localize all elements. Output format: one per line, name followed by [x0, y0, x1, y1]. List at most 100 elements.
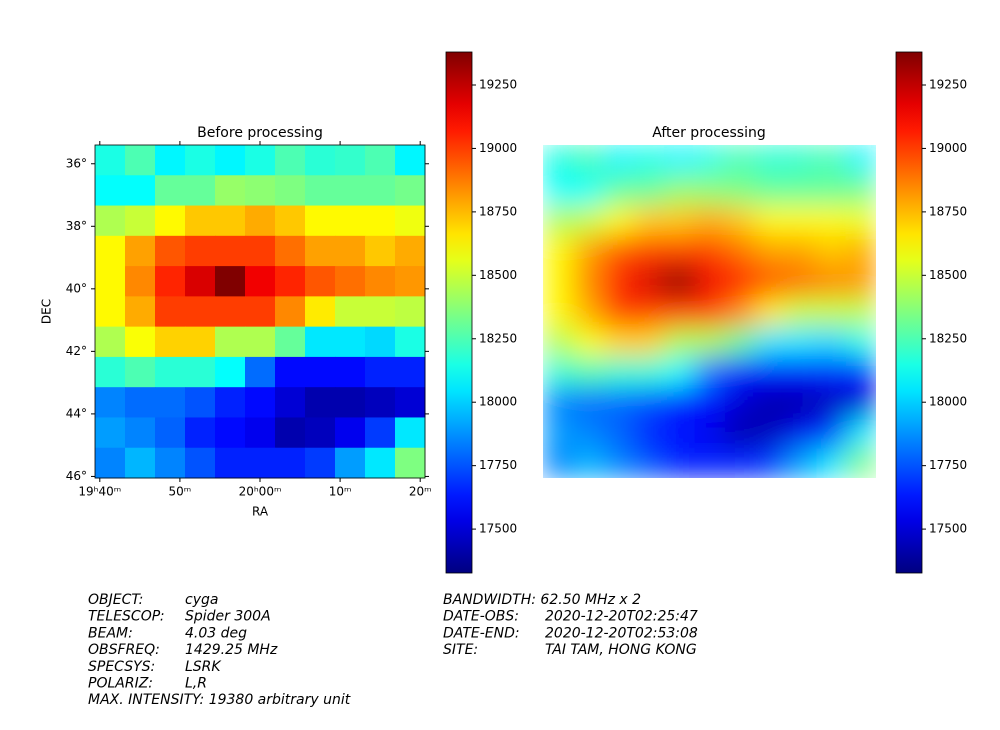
heat-cell — [664, 417, 695, 449]
heat-cell — [664, 356, 695, 388]
heat-cell — [305, 387, 336, 418]
heat-cell — [785, 205, 816, 237]
colorbar-tick-label: 18000 — [929, 395, 967, 409]
x-tick-label: 19ʰ40ᵐ — [78, 485, 121, 499]
x-tick-label: 20ʰ00ᵐ — [239, 485, 282, 499]
x-axis-label: RA — [252, 505, 269, 519]
heat-cell — [694, 296, 726, 328]
heat-cell — [395, 205, 426, 237]
heat-cell — [365, 266, 396, 297]
heat-cell — [664, 235, 695, 267]
heat-cell — [845, 205, 876, 237]
info-key: SPECSYS: — [88, 659, 155, 675]
heat-cell — [215, 175, 246, 207]
heat-cell — [633, 145, 665, 176]
heat-cell — [155, 417, 186, 449]
info-key: TELESCOP: — [88, 609, 165, 625]
heat-cell — [275, 205, 306, 237]
y-tick-label: 44° — [66, 406, 87, 420]
heat-cell — [305, 417, 336, 449]
heat-cell — [95, 266, 126, 297]
heat-cell — [815, 235, 847, 267]
heat-cell — [305, 175, 336, 207]
heat-cell — [245, 447, 276, 479]
heat-cell — [245, 387, 276, 418]
heat-cell — [573, 266, 605, 297]
heat-cell — [633, 447, 665, 478]
heat-cell — [633, 387, 665, 418]
y-tick-label: 36° — [66, 156, 87, 170]
heat-cell — [365, 205, 396, 237]
heat-cell — [185, 175, 216, 207]
heat-cell — [95, 447, 126, 479]
heat-cell — [845, 175, 876, 207]
heat-cell — [95, 235, 126, 267]
heat-cell — [573, 417, 605, 449]
colorbar-tick-label: 17750 — [479, 458, 517, 472]
heat-cell — [125, 417, 156, 449]
heat-cell — [95, 175, 126, 207]
heat-cell — [603, 205, 635, 237]
heat-cell — [573, 175, 605, 207]
heat-cell — [785, 387, 816, 418]
heat-cell — [543, 205, 574, 237]
heat-cell — [724, 296, 756, 328]
heat-cell — [245, 145, 276, 176]
heat-cell — [845, 145, 876, 176]
heat-cell — [664, 387, 695, 418]
heat-cell — [335, 417, 366, 449]
heat-cell — [395, 326, 426, 358]
colorbar — [445, 51, 473, 574]
heat-cell — [275, 356, 306, 388]
heat-cell — [694, 145, 726, 176]
heat-cell — [694, 417, 726, 449]
smoothed-image — [543, 145, 876, 478]
colorbar-tick-label: 19000 — [929, 141, 967, 155]
heat-cell — [215, 145, 246, 176]
info-value: 4.03 deg — [185, 625, 247, 641]
heat-cell — [664, 205, 695, 237]
heat-cell — [664, 326, 695, 358]
heat-cell — [155, 387, 186, 418]
chart-title: After processing — [652, 125, 766, 141]
y-tick-label: 42° — [66, 344, 87, 358]
heat-cell — [395, 417, 426, 449]
y-tick-label: 38° — [66, 219, 87, 233]
heat-cell — [275, 447, 306, 479]
heat-cell — [245, 326, 276, 358]
heat-cell — [215, 326, 246, 358]
heat-cell — [395, 175, 426, 207]
heat-cell — [815, 266, 847, 297]
heat-cell — [335, 447, 366, 479]
heat-cell — [543, 266, 574, 297]
info-line: MAX. INTENSITY: 19380 arbitrary unit — [88, 692, 351, 708]
x-tick-label: 50ᵐ — [169, 485, 192, 499]
heat-cell — [215, 356, 246, 388]
heat-cell — [215, 235, 246, 267]
heat-cell — [754, 145, 786, 176]
heat-cell — [573, 387, 605, 418]
heat-cell — [664, 296, 695, 328]
heat-cell — [664, 447, 695, 478]
heat-cell — [395, 235, 426, 267]
heat-cell — [125, 205, 156, 237]
heat-cell — [754, 205, 786, 237]
heat-cell — [724, 205, 756, 237]
heat-cell — [365, 447, 396, 479]
colorbar-tick-label: 18250 — [929, 331, 967, 345]
heat-cell — [573, 205, 605, 237]
heat-cell — [335, 175, 366, 207]
heat-cell — [724, 447, 756, 478]
heat-cell — [815, 175, 847, 207]
heat-cell — [724, 235, 756, 267]
colorbar-tick-label: 18500 — [479, 268, 517, 282]
heat-cell — [155, 326, 186, 358]
heat-cell — [785, 175, 816, 207]
heat-cell — [603, 356, 635, 388]
heat-cell — [573, 447, 605, 478]
heat-cell — [365, 326, 396, 358]
heat-cell — [95, 387, 126, 418]
heat-cell — [185, 356, 216, 388]
info-key: DATE-OBS: — [443, 609, 519, 625]
heat-cell — [845, 266, 876, 297]
